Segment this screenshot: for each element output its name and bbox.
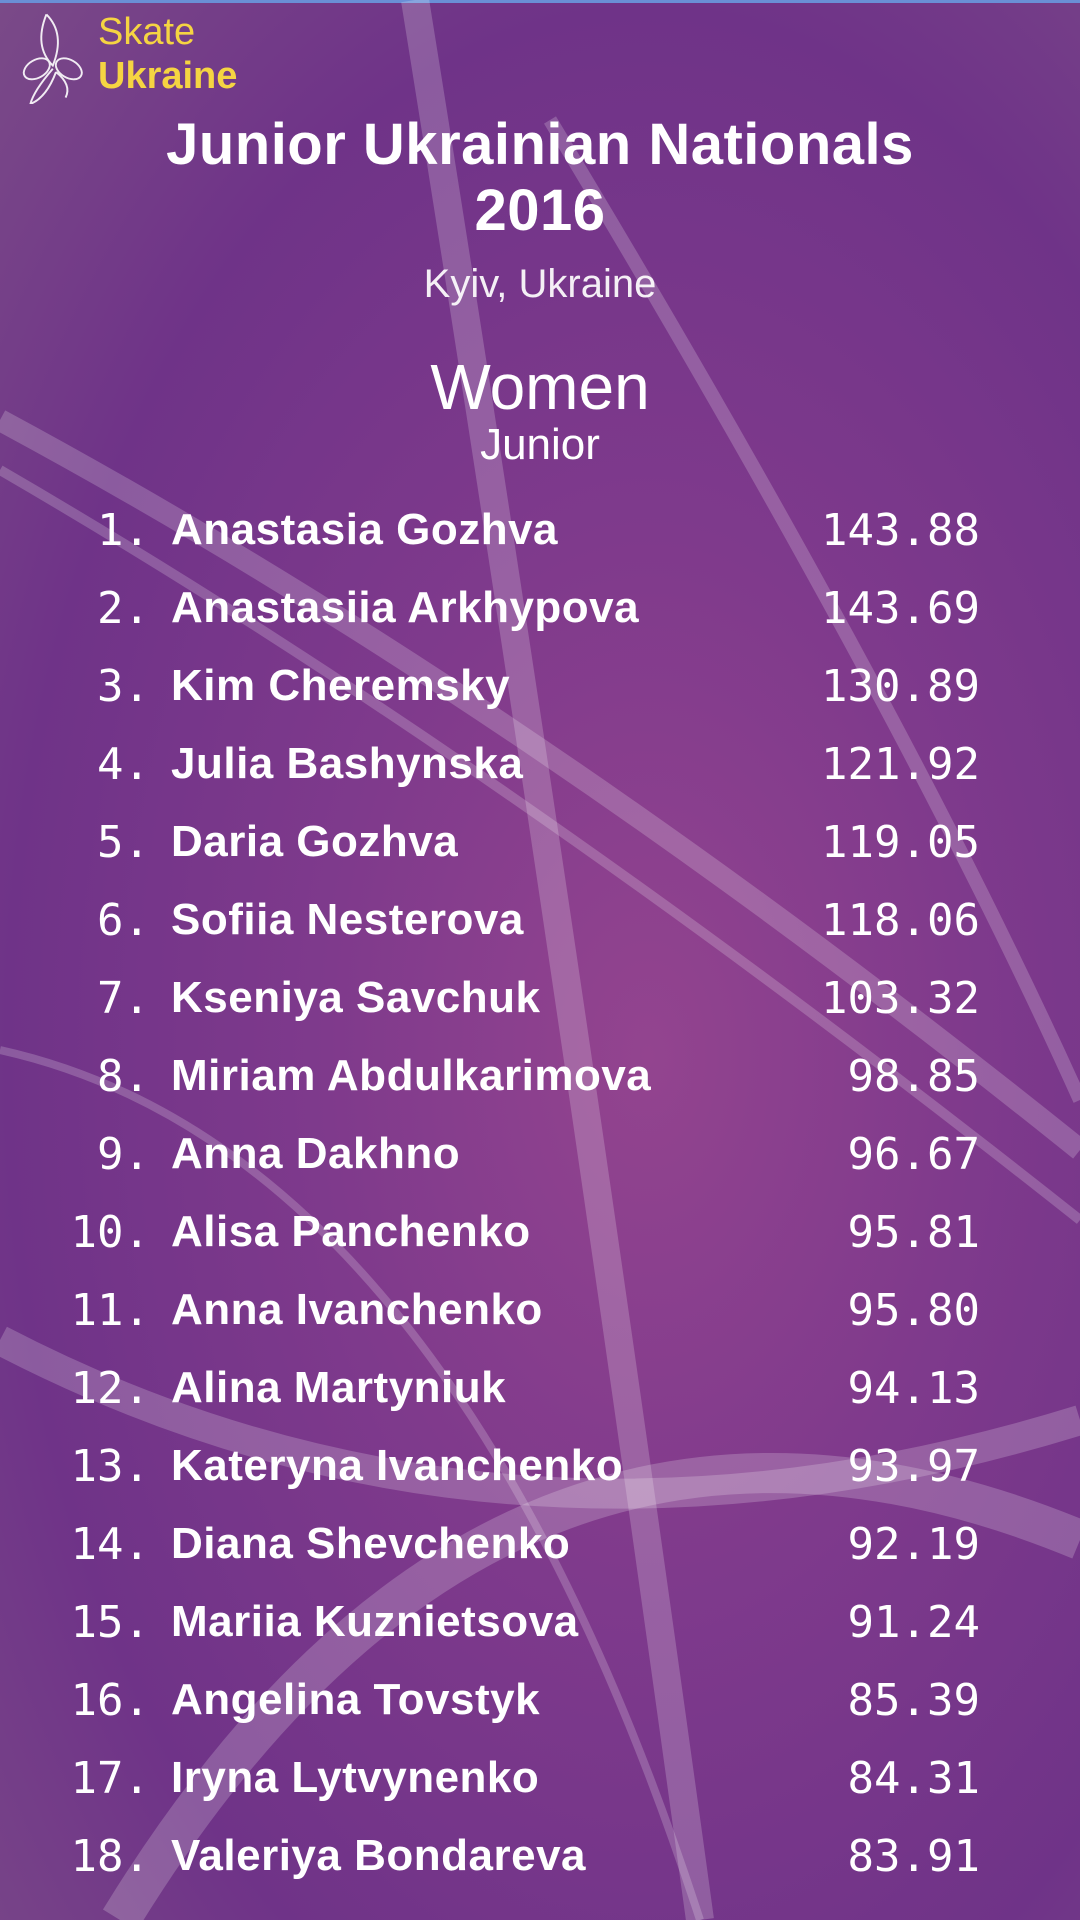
result-row: 1. Anastasia Gozhva 143.88 [0, 505, 1080, 583]
rank-label: 3. [97, 661, 150, 712]
page-title: Junior Ukrainian Nationals 2016 [0, 112, 1080, 244]
event-location: Kyiv, Ukraine [423, 262, 657, 306]
total-score: 121.92 [821, 739, 980, 790]
total-score: 96.67 [847, 1129, 980, 1180]
rank-label: 1. [97, 505, 150, 556]
result-row: 10. Alisa Panchenko 95.81 [0, 1207, 1080, 1285]
total-score: 94.13 [847, 1363, 980, 1414]
skater-name: Valeriya Bondareva [171, 1831, 587, 1880]
rank-label: 17. [70, 1753, 150, 1804]
logo-ukraine-text: Ukraine [98, 55, 238, 97]
skater-name: Kseniya Savchuk [171, 973, 541, 1022]
skater-name: Mariia Kuznietsova [171, 1597, 579, 1646]
result-row: 2. Anastasiia Arkhypova 143.69 [0, 583, 1080, 661]
skater-name: Kim Cheremsky [171, 661, 511, 710]
total-score: 98.85 [847, 1051, 980, 1102]
rank-label: 12. [70, 1363, 150, 1414]
total-score: 93.97 [847, 1441, 980, 1492]
rank-label: 14. [70, 1519, 150, 1570]
skater-name: Daria Gozhva [171, 817, 459, 866]
rank-label: 8. [97, 1051, 150, 1102]
logo-skate-text: Skate [98, 11, 196, 53]
result-row: 3. Kim Cheremsky 130.89 [0, 661, 1080, 739]
skater-flourish-icon [22, 13, 83, 104]
skate-ukraine-logo: Skate Ukraine [20, 8, 280, 104]
arc [0, 1046, 704, 1920]
result-row: 5. Daria Gozhva 119.05 [0, 817, 1080, 895]
rank-label: 7. [97, 973, 150, 1024]
total-score: 91.24 [847, 1597, 980, 1648]
total-score: 130.89 [821, 661, 980, 712]
skater-name: Anna Ivanchenko [171, 1285, 543, 1334]
result-row: 16. Angelina Tovstyk 85.39 [0, 1675, 1080, 1753]
total-score: 143.69 [821, 583, 980, 634]
result-row: 7. Kseniya Savchuk 103.32 [0, 973, 1080, 1051]
skater-name: Anna Dakhno [171, 1129, 461, 1178]
arc [0, 1326, 1080, 1509]
arc [544, 116, 1080, 1103]
skater-name: Kateryna Ivanchenko [171, 1441, 624, 1490]
result-row: 18. Valeriya Bondareva 83.91 [0, 1831, 1080, 1909]
rank-label: 5. [97, 817, 150, 868]
rank-label: 10. [70, 1207, 150, 1258]
arc [102, 1453, 1080, 1920]
rank-label: 9. [97, 1129, 150, 1180]
result-row: 11. Anna Ivanchenko 95.80 [0, 1285, 1080, 1363]
arc [401, 0, 714, 1920]
total-score: 143.88 [821, 505, 980, 556]
total-score: 85.39 [847, 1675, 980, 1726]
rank-label: 2. [97, 583, 150, 634]
total-score: 118.06 [821, 895, 980, 946]
rank-label: 4. [97, 739, 150, 790]
result-row: 15. Mariia Kuznietsova 91.24 [0, 1597, 1080, 1675]
rank-label: 15. [70, 1597, 150, 1648]
arc [0, 465, 1080, 1224]
arc [0, 410, 1080, 1159]
result-row: 13. Kateryna Ivanchenko 93.97 [0, 1441, 1080, 1519]
result-row: 9. Anna Dakhno 96.67 [0, 1129, 1080, 1207]
rank-label: 11. [70, 1285, 150, 1336]
rank-label: 18. [70, 1831, 150, 1882]
skater-name: Alisa Panchenko [171, 1207, 531, 1256]
result-row: 17. Iryna Lytvynenko 84.31 [0, 1753, 1080, 1831]
skater-name: Angelina Tovstyk [171, 1675, 541, 1724]
skater-name: Iryna Lytvynenko [171, 1753, 540, 1802]
result-row: 4. Julia Bashynska 121.92 [0, 739, 1080, 817]
rank-label: 13. [70, 1441, 150, 1492]
total-score: 92.19 [847, 1519, 980, 1570]
skater-name: Julia Bashynska [171, 739, 524, 788]
total-score: 83.91 [847, 1831, 980, 1882]
skater-name: Diana Shevchenko [171, 1519, 571, 1568]
total-score: 84.31 [847, 1753, 980, 1804]
total-score: 119.05 [821, 817, 980, 868]
skater-name: Miriam Abdulkarimova [171, 1051, 652, 1100]
rank-label: 6. [97, 895, 150, 946]
total-score: 103.32 [821, 973, 980, 1024]
skater-name: Anastasia Gozhva [171, 505, 559, 554]
result-row: 12. Alina Martyniuk 94.13 [0, 1363, 1080, 1441]
discipline-heading: Women [430, 351, 650, 423]
result-row: 8. Miriam Abdulkarimova 98.85 [0, 1051, 1080, 1129]
skater-name: Sofiia Nesterova [171, 895, 524, 944]
result-row: 6. Sofiia Nesterova 118.06 [0, 895, 1080, 973]
title-line2: 2016 [474, 178, 606, 243]
title-line1: Junior Ukrainian Nationals [166, 112, 914, 177]
top-border [0, 0, 1080, 3]
total-score: 95.81 [847, 1207, 980, 1258]
skater-name: Anastasiia Arkhypova [171, 583, 640, 632]
skater-name: Alina Martyniuk [171, 1363, 507, 1412]
result-row: 14. Diana Shevchenko 92.19 [0, 1519, 1080, 1597]
rank-label: 16. [70, 1675, 150, 1726]
level-heading: Junior [480, 420, 600, 469]
total-score: 95.80 [847, 1285, 980, 1336]
